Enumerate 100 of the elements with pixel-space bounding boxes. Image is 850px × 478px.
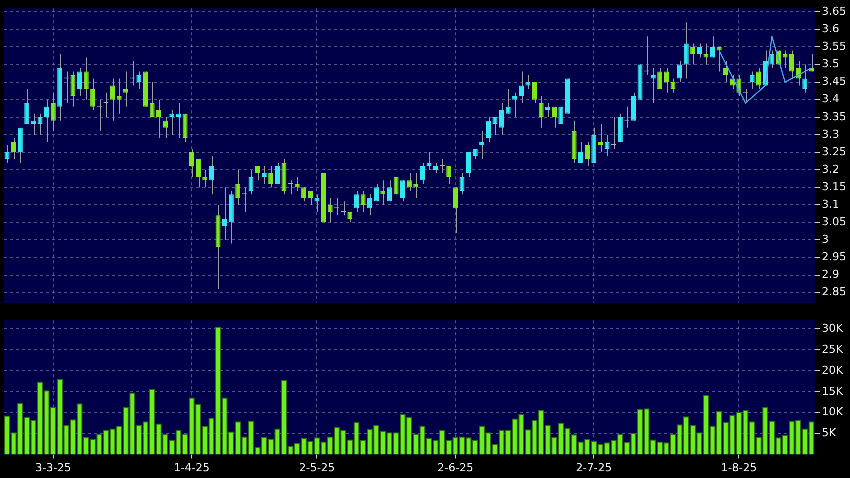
candlestick <box>724 60 728 83</box>
candlestick <box>802 64 808 94</box>
y-tick-label: 3.25 <box>822 145 846 158</box>
candlestick <box>4 144 10 164</box>
candlestick <box>433 162 438 174</box>
candlestick <box>650 68 656 104</box>
y-tick-label: 3.35 <box>822 110 846 124</box>
y-tick-label: 3.05 <box>822 216 846 229</box>
candlestick <box>314 194 320 213</box>
candlestick <box>367 194 372 216</box>
candlestick <box>770 50 775 69</box>
candlestick <box>275 162 280 185</box>
candlestick <box>499 102 504 136</box>
y-tick-label: 2.9 <box>822 268 840 282</box>
x-tick-label: 2-5-25 <box>299 461 336 474</box>
y-tick-label: 3.15 <box>822 180 846 194</box>
candlestick <box>782 50 788 69</box>
candlestick <box>196 159 201 188</box>
candlestick <box>110 78 116 122</box>
candlestick <box>440 159 445 174</box>
candlestick <box>716 46 722 72</box>
y-tick-label: 3.4 <box>822 92 840 106</box>
candlestick <box>302 187 306 202</box>
candlestick <box>710 36 716 58</box>
candlestick <box>789 50 794 80</box>
candlestick <box>684 22 689 80</box>
candlestick <box>585 141 590 168</box>
y-tick-label: 30K <box>822 322 844 335</box>
candlestick <box>170 110 175 136</box>
candlestick <box>453 187 458 234</box>
candlestick <box>545 102 550 118</box>
candlestick <box>18 127 23 164</box>
candlestick <box>124 71 128 108</box>
candlestick <box>136 71 142 90</box>
y-tick-label: 3.65 <box>822 4 846 18</box>
y-tick-label: 3 <box>822 233 829 246</box>
candlestick <box>519 71 524 104</box>
candlestick <box>552 106 558 128</box>
candlestick <box>611 116 616 150</box>
x-tick-label: 2-6-25 <box>438 461 474 474</box>
candlestick <box>466 152 472 178</box>
y-tick-label: 3.45 <box>822 75 846 88</box>
candlestick <box>77 68 82 97</box>
candlestick <box>486 116 492 142</box>
y-tick-label: 25K <box>822 342 844 356</box>
candlestick <box>262 166 267 185</box>
candlestick <box>704 43 709 66</box>
candlestick <box>750 71 755 90</box>
candlestick <box>222 187 228 241</box>
y-tick-label: 3.1 <box>822 198 840 211</box>
candlestick <box>202 170 208 188</box>
candlestick <box>11 138 16 160</box>
candlestick <box>189 148 194 178</box>
y-tick-label: 3.5 <box>822 58 840 71</box>
candlestick <box>664 68 670 94</box>
candlestick <box>420 162 426 185</box>
candlestick <box>631 92 636 122</box>
candlestick <box>506 88 511 114</box>
y-tick-label: 15K <box>822 384 844 398</box>
candlestick <box>116 78 122 114</box>
candlestick <box>730 74 736 90</box>
candlestick <box>538 96 544 128</box>
candlestick <box>31 113 36 136</box>
candlestick <box>604 134 610 156</box>
candlestick <box>578 141 584 164</box>
candlestick <box>360 190 366 213</box>
y-tick-label: 3.2 <box>822 162 840 176</box>
candlestick <box>697 43 702 58</box>
candlestick <box>387 180 392 202</box>
candlestick <box>618 113 623 142</box>
candlestick <box>512 92 518 118</box>
candlestick <box>394 176 399 196</box>
y-tick-label: 3.55 <box>822 40 846 54</box>
candlestick <box>328 198 333 224</box>
candlestick <box>658 68 663 90</box>
candlestick <box>255 166 260 182</box>
candlestick <box>268 166 274 188</box>
candlestick <box>209 156 214 196</box>
x-tick-label: 2-7-25 <box>576 461 612 474</box>
candlestick <box>50 92 56 132</box>
candlestick <box>446 166 452 185</box>
candlestick <box>677 60 682 83</box>
y-tick-label: 3.6 <box>822 22 840 36</box>
candlestick <box>426 152 432 171</box>
candlestick <box>150 82 155 118</box>
candlestick <box>690 43 696 66</box>
x-tick-label: 1-4-25 <box>174 461 210 474</box>
candlestick <box>182 113 188 142</box>
x-tick-label: 3-3-25 <box>35 461 72 474</box>
candlestick <box>407 173 412 192</box>
candlestick <box>400 180 406 202</box>
y-tick-label: 5K <box>822 426 837 440</box>
y-tick-label: 2.85 <box>822 286 846 299</box>
candlestick <box>308 190 314 206</box>
y-tick-label: 20K <box>822 364 844 377</box>
candlestick <box>84 57 89 100</box>
candlestick <box>809 54 814 72</box>
candlestick <box>526 74 531 90</box>
candlestick <box>236 170 241 206</box>
candlestick <box>44 99 50 142</box>
